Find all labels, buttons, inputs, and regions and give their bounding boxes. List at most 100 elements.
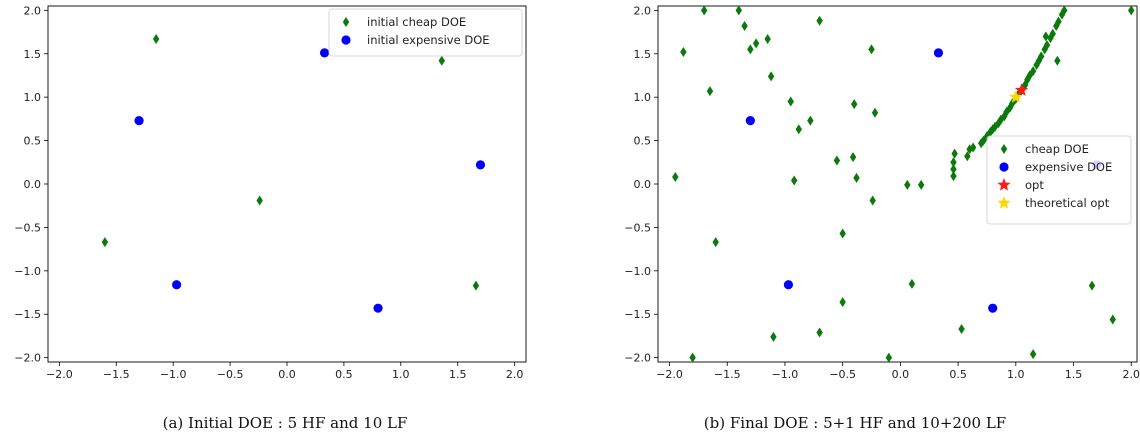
legend-label: theoretical opt	[1025, 196, 1110, 210]
y-tick-label: −0.5	[14, 221, 41, 234]
x-tick-label: 1.0	[1007, 368, 1025, 381]
y-tick-label: 1.5	[634, 48, 652, 61]
y-tick-label: −0.5	[624, 221, 651, 234]
data-point	[1014, 83, 1029, 96]
y-tick-label: 0.0	[634, 178, 652, 191]
x-tick-label: 2.0	[506, 368, 524, 381]
data-point	[980, 135, 987, 146]
legend-marker	[997, 196, 1011, 209]
y-tick-label: −1.0	[14, 265, 41, 278]
y-tick-label: 1.0	[634, 91, 652, 104]
data-point	[735, 5, 742, 16]
data-point	[885, 352, 893, 363]
data-point	[933, 48, 944, 58]
y-tick-label: −2.0	[14, 352, 41, 365]
x-tick-label: −0.5	[829, 368, 856, 381]
data-point	[172, 280, 182, 290]
legend-marker	[997, 178, 1011, 191]
data-point	[101, 237, 109, 248]
series-cheap-DOE	[672, 5, 1135, 363]
data-point	[839, 228, 846, 239]
data-point	[795, 124, 803, 135]
data-point	[1009, 90, 1023, 103]
data-point	[950, 171, 957, 182]
data-point	[438, 55, 445, 66]
data-point	[472, 280, 480, 291]
y-tick-label: 0.0	[24, 178, 42, 191]
y-tick-label: −2.0	[624, 352, 651, 365]
data-point	[700, 5, 708, 16]
data-point	[1041, 44, 1048, 55]
x-tick-label: −2.0	[656, 368, 683, 381]
data-point	[1043, 40, 1051, 51]
data-point	[904, 179, 911, 190]
legend-label: opt	[1025, 178, 1044, 192]
data-point	[752, 38, 760, 49]
series-opt	[1014, 83, 1029, 96]
data-point	[833, 155, 841, 166]
data-point	[747, 44, 754, 55]
data-point	[680, 47, 687, 58]
chart-panel-2: −2.0 −1.5 −1.0 −0.5 0.0 0.5 1.0 1.5 2.0 2.0 1.5 1.0…	[624, 4, 1140, 381]
data-point	[1128, 5, 1135, 16]
data-point	[787, 96, 794, 107]
x-tick-label: 1.5	[1065, 368, 1083, 381]
data-point	[849, 152, 857, 163]
y-tick-label: 2.0	[24, 4, 42, 17]
x-tick-label: −0.5	[217, 368, 244, 381]
data-point	[969, 142, 977, 153]
caption-right: (b) Final DOE : 5+1 HF and 10+200 LF	[704, 414, 1006, 432]
data-point	[1038, 51, 1045, 62]
data-point	[869, 195, 876, 206]
data-point	[1042, 31, 1050, 42]
data-point	[373, 303, 383, 313]
legend-label: initial expensive DOE	[367, 33, 490, 47]
y-tick-label: −1.5	[624, 308, 651, 321]
data-point	[1055, 16, 1062, 27]
data-point	[672, 172, 679, 183]
data-point	[851, 99, 858, 110]
data-point	[950, 157, 957, 168]
y-tick-label: 0.5	[24, 135, 42, 148]
series-initial-cheap-DOE	[101, 33, 480, 291]
x-tick-label: 0.0	[278, 368, 296, 381]
x-tick-label: 0.5	[949, 368, 967, 381]
data-point	[319, 48, 330, 58]
data-point	[475, 160, 486, 170]
legend-marker	[999, 162, 1009, 172]
data-point	[868, 44, 875, 55]
data-point	[1029, 349, 1037, 360]
legend-frame	[328, 8, 523, 57]
data-point	[958, 324, 965, 335]
data-point	[783, 280, 794, 290]
data-point	[950, 164, 957, 175]
data-point	[988, 303, 998, 313]
data-point	[871, 107, 879, 118]
data-point	[917, 179, 925, 190]
x-tick-label: 1.0	[392, 368, 410, 381]
legend: initial cheap DOE initial expensive DOE	[328, 8, 523, 57]
data-point	[908, 278, 916, 289]
data-point	[1024, 74, 1031, 85]
legend-marker	[1000, 144, 1008, 154]
chart-panel-1: −2.0 −1.5 −1.0 −0.5 0.0 0.5 1.0 1.5 2.0 2.0 1.5 1.0…	[14, 4, 527, 381]
x-tick-label: 0.5	[335, 368, 353, 381]
data-point	[152, 33, 160, 44]
data-point	[995, 118, 1002, 129]
legend-label: expensive DOE	[1025, 160, 1112, 174]
legend-marker	[341, 35, 351, 45]
x-tick-label: 2.0	[1122, 368, 1140, 381]
data-point	[745, 116, 755, 126]
data-point	[853, 172, 860, 183]
x-tick-label: 1.5	[449, 368, 467, 381]
x-tick-label: −2.0	[46, 368, 73, 381]
x-tick-label: −1.5	[714, 368, 741, 381]
data-point	[741, 20, 748, 31]
y-tick-label: −1.5	[14, 308, 41, 321]
data-point	[764, 33, 771, 44]
axes-frame	[47, 5, 527, 363]
data-point	[991, 121, 999, 132]
y-tick-label: 1.0	[24, 91, 42, 104]
data-point	[134, 116, 144, 126]
